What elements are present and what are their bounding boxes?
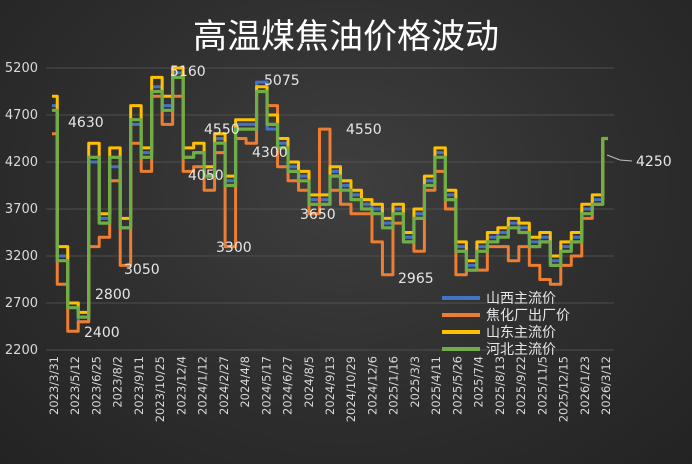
data-label: 4550 [204, 122, 240, 138]
callout-leader [606, 154, 633, 162]
x-tick-label: 2023/5/12 [68, 356, 82, 415]
x-tick-label: 2023/9/11 [132, 356, 146, 415]
legend-label: 山西主流价 [486, 291, 556, 307]
x-tick-label: 2024/2/27 [217, 356, 231, 415]
x-tick-label: 2023/12/4 [174, 356, 188, 415]
x-tick-label: 2025/1/16 [387, 356, 401, 415]
data-label: 2400 [84, 325, 120, 341]
data-label: 4300 [252, 145, 288, 161]
x-tick-label: 2024/6/27 [281, 356, 295, 415]
x-tick-label: 2025/12/15 [557, 356, 571, 422]
x-tick-label: 2023/6/25 [89, 356, 103, 415]
y-axis-ticks: 2200 2700 3200 3700 4200 4700 5200 [5, 61, 38, 358]
series-line-4 [52, 75, 608, 319]
series-lines [52, 66, 608, 333]
x-tick-label: 2023/10/25 [153, 356, 167, 422]
x-tick-label: 2026/1/23 [578, 356, 592, 415]
x-tick-label: 2025/7/4 [472, 356, 486, 408]
y-tick-label: 5200 [5, 61, 38, 76]
y-tick-label: 4700 [5, 108, 38, 123]
x-tick-label: 2023/8/2 [111, 356, 125, 408]
x-tick-label: 2024/10/29 [344, 356, 358, 422]
y-tick-label: 3700 [5, 202, 38, 217]
y-tick-label: 2700 [5, 296, 38, 311]
legend-label: 河北主流价 [486, 342, 556, 358]
x-tick-label: 2024/8/5 [302, 356, 316, 408]
data-label: 5160 [170, 64, 206, 80]
data-label: 4050 [188, 168, 224, 184]
y-tick-label: 2200 [5, 343, 38, 358]
x-tick-label: 2025/8/13 [493, 356, 507, 415]
x-tick-label: 2025/4/11 [429, 356, 443, 415]
data-label: 2965 [398, 271, 434, 287]
legend-label: 山东主流价 [486, 325, 556, 341]
data-label: 4250 [636, 154, 672, 170]
data-label: 2800 [95, 287, 131, 303]
x-axis-ticks: 2023/3/31 2023/5/12 2023/6/25 2023/8/2 2023/… [47, 356, 613, 422]
data-label: 3300 [216, 240, 252, 256]
y-tick-label: 4200 [5, 155, 38, 170]
x-tick-label: 2026/3/12 [599, 356, 613, 415]
x-tick-label: 2024/4/8 [238, 356, 252, 408]
legend-label: 焦化厂出厂价 [486, 308, 570, 324]
annotations: 4630 2800 2400 3050 5160 4550 4050 3300 5075 4300… [68, 64, 672, 341]
x-tick-label: 2024/1/12 [196, 356, 210, 415]
x-tick-label: 2023/3/31 [47, 356, 61, 415]
data-label: 5075 [264, 73, 300, 89]
x-tick-label: 2025/9/22 [514, 356, 528, 415]
chart-title: 高温煤焦油价格波动 [193, 17, 499, 57]
x-tick-label: 2025/11/5 [535, 356, 549, 415]
x-tick-label: 2025/5/26 [450, 356, 464, 415]
data-label: 3050 [124, 262, 160, 278]
data-label: 3650 [300, 207, 336, 223]
y-tick-label: 3200 [5, 249, 38, 264]
x-tick-label: 2024/12/6 [365, 356, 379, 415]
data-label: 4630 [68, 115, 104, 131]
x-tick-label: 2024/9/13 [323, 356, 337, 415]
x-tick-label: 2025/3/3 [408, 356, 422, 408]
data-label: 4550 [346, 122, 382, 138]
x-tick-label: 2024/5/17 [259, 356, 273, 415]
series-line-2 [52, 90, 608, 333]
